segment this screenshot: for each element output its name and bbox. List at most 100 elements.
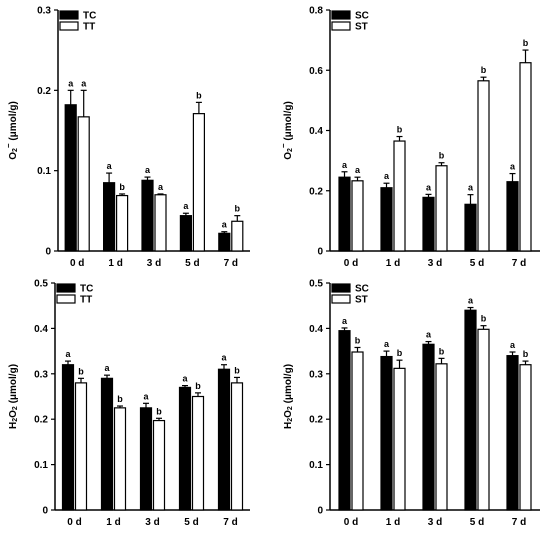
significance-letter: b xyxy=(235,204,241,214)
significance-letter: a xyxy=(384,171,390,181)
significance-letter: a xyxy=(182,374,188,384)
y-tick-label: 0.1 xyxy=(34,460,48,471)
significance-letter: b xyxy=(481,314,487,324)
bar-sc xyxy=(506,181,519,252)
bar-sc xyxy=(380,355,393,511)
significance-letter: a xyxy=(355,165,361,175)
x-tick-label: 1 d xyxy=(386,517,400,528)
significance-letter: b xyxy=(439,346,445,356)
bar-sc xyxy=(338,330,351,511)
significance-letter: a xyxy=(222,220,228,230)
x-tick-label: 1 d xyxy=(106,517,120,528)
bar-tt xyxy=(230,382,244,511)
x-tick-label: 5 d xyxy=(470,517,484,528)
bar-st xyxy=(477,80,490,252)
x-tick-label: 3 d xyxy=(428,517,442,528)
significance-letter: a xyxy=(468,183,474,193)
x-tick-label: 5 d xyxy=(184,517,198,528)
bar-st xyxy=(519,62,532,252)
bar-sc xyxy=(464,203,477,252)
x-tick-label: 5 d xyxy=(470,258,484,269)
bar-st xyxy=(393,140,406,252)
bar-tt xyxy=(115,194,129,252)
y-tick-label: 0.2 xyxy=(309,415,323,426)
significance-letter: b xyxy=(78,366,84,376)
significance-letter: b xyxy=(156,406,162,416)
bar-sc xyxy=(338,176,351,252)
significance-letter: a xyxy=(342,316,348,326)
bar-tc xyxy=(178,386,192,511)
x-tick-label: 7 d xyxy=(512,517,526,528)
y-tick-label: 0.5 xyxy=(34,279,48,290)
bar-tc xyxy=(217,368,231,511)
legend-swatch-tc xyxy=(59,10,79,20)
significance-letter: a xyxy=(510,340,516,350)
legend-swatch-st xyxy=(331,21,351,31)
bar-sc xyxy=(506,355,519,511)
y-tick-label: 0.3 xyxy=(37,6,51,17)
significance-letter: b xyxy=(196,90,202,100)
legend-swatch-st xyxy=(331,294,351,304)
significance-letter: a xyxy=(384,339,390,349)
x-tick-label: 5 d xyxy=(185,258,199,269)
significance-letter: b xyxy=(439,151,445,161)
bar-tt xyxy=(113,407,127,511)
y-tick-label: 0 xyxy=(317,506,323,517)
significance-letter: b xyxy=(355,335,361,345)
legend-label-tc: TC xyxy=(83,11,96,22)
y-tick-label: 0 xyxy=(317,247,323,258)
bar-st xyxy=(393,367,406,511)
x-tick-label: 0 d xyxy=(344,517,358,528)
y-tick-label: 0.3 xyxy=(34,369,48,380)
bar-tt xyxy=(191,395,205,511)
y-tick-label: 0 xyxy=(45,247,51,258)
y-tick-label: 0.4 xyxy=(34,324,48,335)
bar-tt xyxy=(74,382,88,511)
bar-sc xyxy=(422,196,435,252)
x-tick-label: 3 d xyxy=(428,258,442,269)
y-tick-label: 0.4 xyxy=(309,324,323,335)
significance-letter: b xyxy=(117,394,123,404)
x-tick-label: 1 d xyxy=(108,258,122,269)
x-tick-label: 7 d xyxy=(224,258,238,269)
y-tick-label: 0.1 xyxy=(37,166,51,177)
y-tick-label: 0.1 xyxy=(309,460,323,471)
x-tick-label: 3 d xyxy=(145,517,159,528)
y-tick-label: 0.2 xyxy=(309,186,323,197)
bar-st xyxy=(519,364,532,511)
legend-label-sc: SC xyxy=(355,11,369,22)
bar-sc xyxy=(464,309,477,511)
x-tick-label: 0 d xyxy=(344,258,358,269)
significance-letter: a xyxy=(143,391,149,401)
bar-sc xyxy=(380,187,393,252)
significance-letter: a xyxy=(342,160,348,170)
bar-st xyxy=(351,351,364,511)
significance-letter: a xyxy=(107,161,113,171)
significance-letter: b xyxy=(119,182,125,192)
significance-letter: a xyxy=(65,349,71,359)
bar-tc xyxy=(100,377,114,511)
significance-letter: a xyxy=(221,353,227,363)
legend-label-sc: SC xyxy=(355,284,369,295)
y-axis-title: H2O2 (μmol/g) xyxy=(283,364,294,429)
y-tick-label: 0.4 xyxy=(309,126,323,137)
legend-swatch-sc xyxy=(331,283,351,293)
bar-tt xyxy=(154,194,167,252)
bar-sc xyxy=(422,343,435,511)
significance-letter: a xyxy=(81,78,87,88)
legend-swatch-tt xyxy=(59,21,79,31)
significance-letter: a xyxy=(426,182,432,192)
legend-label-st: ST xyxy=(355,295,368,306)
y-tick-label: 0.5 xyxy=(309,279,323,290)
significance-letter: b xyxy=(195,381,201,391)
bar-tc xyxy=(179,215,192,252)
bar-tc xyxy=(102,182,116,252)
y-tick-label: 0 xyxy=(42,506,48,517)
bar-tc xyxy=(64,104,77,252)
bar-tc xyxy=(141,179,154,252)
x-tick-label: 0 d xyxy=(67,517,81,528)
bar-tc xyxy=(218,232,231,252)
legend-label-tt: TT xyxy=(80,295,92,306)
